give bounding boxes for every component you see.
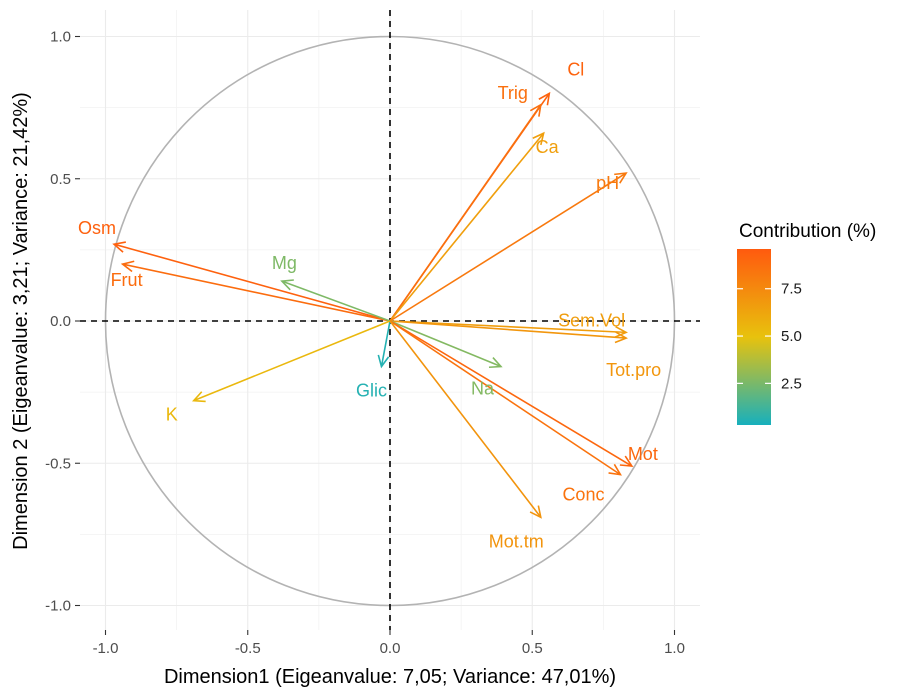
variable-label: Sem.Vol xyxy=(558,310,625,330)
variable-label: Cl xyxy=(567,59,584,79)
x-tick-label: 0.5 xyxy=(522,640,543,657)
arrow-osm xyxy=(113,243,391,322)
arrow-ph xyxy=(389,172,627,322)
arrowhead xyxy=(112,241,126,253)
arrow-k xyxy=(193,320,391,402)
arrowhead xyxy=(532,131,545,146)
y-axis-title: Dimension 2 (Eigeanvalue: 3,21; Variance… xyxy=(10,92,32,550)
x-axis-title: Dimension1 (Eigeanvalue: 7,05; Variance:… xyxy=(164,666,616,688)
y-tick-label: 1.0 xyxy=(50,29,71,46)
legend-colorbar xyxy=(737,249,771,425)
legend-title: Contribution (%) xyxy=(739,221,876,242)
arrow-trig xyxy=(389,104,542,322)
variable-label: Tot.pro xyxy=(606,360,661,380)
arrowhead xyxy=(538,91,551,106)
variable-label: Mot.tm xyxy=(489,531,544,551)
variable-label: pH xyxy=(596,173,619,193)
arrowhead xyxy=(377,354,390,369)
arrow-mot xyxy=(389,320,633,467)
y-axis-ticks: -1.0 -0.5 0.0 0.5 1.0 xyxy=(45,29,80,615)
y-tick-label: -1.0 xyxy=(45,598,71,615)
arrowhead xyxy=(120,260,135,273)
arrowhead xyxy=(619,455,634,468)
arrowhead xyxy=(488,357,503,369)
variable-arrows xyxy=(112,91,634,519)
arrowhead xyxy=(529,103,542,117)
y-tick-label: -0.5 xyxy=(45,455,71,472)
x-tick-label: -1.0 xyxy=(93,640,119,657)
variable-label: Frut xyxy=(111,270,143,290)
legend-ticks: 7.5 5.0 2.5 xyxy=(737,281,802,392)
legend-tick-label: 2.5 xyxy=(781,375,802,392)
y-tick-label: 0.0 xyxy=(50,313,71,330)
arrow-conc xyxy=(389,320,621,476)
variable-labels: Cl Trig Ca pH Osm Frut Mg Sem.Vol Tot.pro Glic Na K… xyxy=(78,59,661,551)
arrowhead xyxy=(608,463,622,476)
y-tick-label: 0.5 xyxy=(50,171,71,188)
arrow-glic xyxy=(380,320,391,367)
arrow-sem-vol xyxy=(389,320,627,334)
arrow-na xyxy=(389,320,502,368)
x-tick-label: -0.5 xyxy=(235,640,261,657)
variable-label: Conc xyxy=(562,485,604,505)
arrowhead xyxy=(614,172,628,184)
arrow-ca xyxy=(389,132,545,322)
variable-label: Mg xyxy=(272,253,297,273)
variable-label: K xyxy=(166,405,178,425)
variable-label: Mot xyxy=(628,444,658,464)
arrow-frut xyxy=(122,263,391,322)
arrow-mot-tm xyxy=(389,320,542,518)
variable-label: Osm xyxy=(78,218,116,238)
x-axis-ticks: -1.0 -0.5 0.0 0.5 1.0 xyxy=(93,630,685,657)
variable-label: Ca xyxy=(536,137,560,157)
variable-label: Glic xyxy=(356,381,387,401)
x-tick-label: 1.0 xyxy=(664,640,685,657)
arrowhead xyxy=(614,331,628,344)
x-tick-label: 0.0 xyxy=(380,640,401,657)
variable-label: Na xyxy=(471,379,495,399)
legend: Contribution (%) 7.5 5.0 2.5 xyxy=(737,221,876,425)
arrow-mg xyxy=(281,280,391,322)
legend-tick-label: 5.0 xyxy=(781,328,802,345)
arrowhead xyxy=(529,505,542,519)
legend-tick-label: 7.5 xyxy=(781,281,802,298)
arrow-tot-pro xyxy=(389,320,627,339)
arrowhead xyxy=(614,325,628,338)
arrowhead xyxy=(280,279,294,291)
variable-label: Trig xyxy=(498,83,528,103)
arrowhead xyxy=(191,391,206,403)
